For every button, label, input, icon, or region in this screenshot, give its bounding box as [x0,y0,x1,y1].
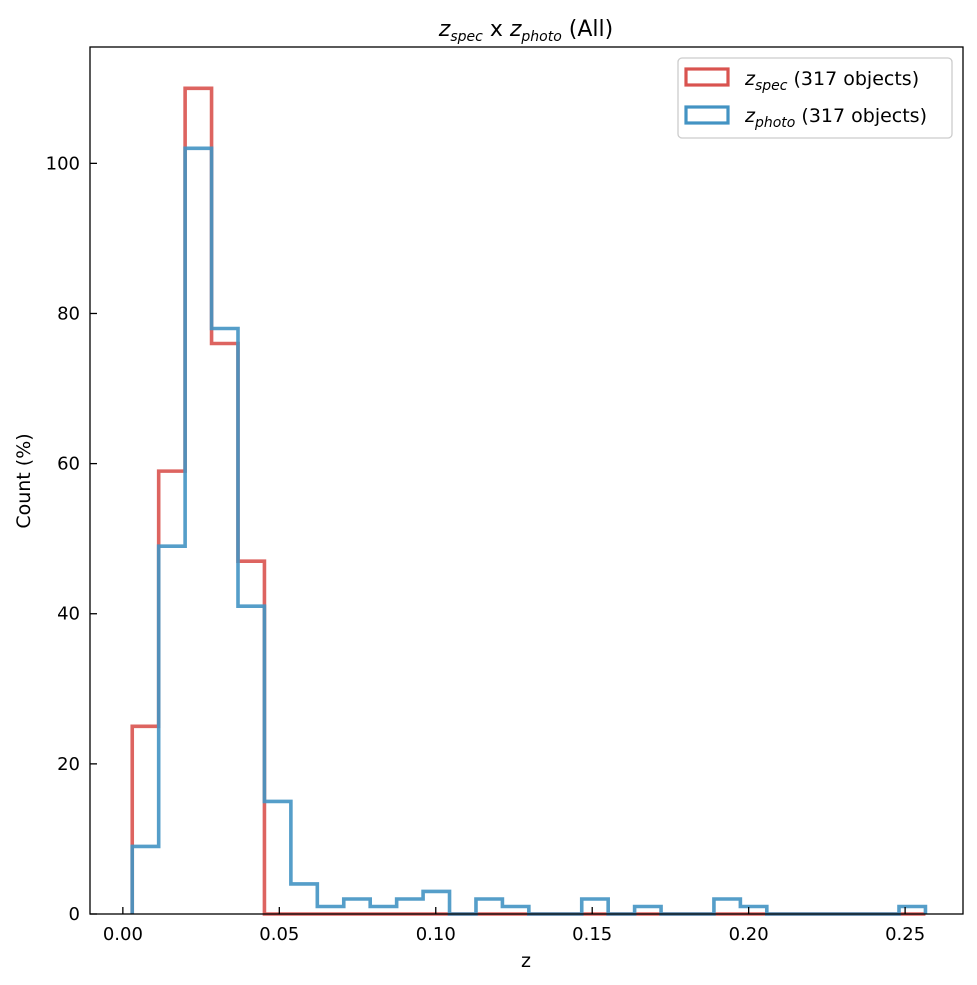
x-tick-label: 0.20 [729,924,769,945]
x-tick-label: 0.25 [885,924,925,945]
y-axis-label: Count (%) [13,433,35,528]
x-tick-label: 0.10 [416,924,456,945]
legend-label-zspec: zspec (317 objects) [744,68,919,94]
histogram-step-z-spec [130,86,926,916]
plot-area: 0.00 0.05 0.10 0.15 0.20 0.25 0 20 40 60 80 100 [46,46,964,945]
axes-frame [89,46,964,915]
legend-swatch-zspec [684,67,730,87]
histogram-step-z-photo [130,146,928,916]
legend-frame [677,57,953,139]
legend-swatch-zphoto [684,105,730,125]
y-tick-label: 40 [57,604,80,625]
y-tick-label: 20 [57,754,80,775]
x-tick-label: 0.05 [259,924,299,945]
legend-label-zphoto: zphoto (317 objects) [744,105,927,131]
legend: zspec (317 objects) zphoto (317 objects) [677,57,953,139]
x-axis-label: z [521,950,531,972]
y-tick-label: 100 [46,153,80,174]
y-tick-label: 0 [69,904,80,925]
y-tick-label: 80 [57,303,80,324]
x-tick-label: 0.00 [103,924,143,945]
chart-title: zspec x zphoto (All) [438,17,613,45]
x-tick-label: 0.15 [572,924,612,945]
y-tick-label: 60 [57,454,80,475]
